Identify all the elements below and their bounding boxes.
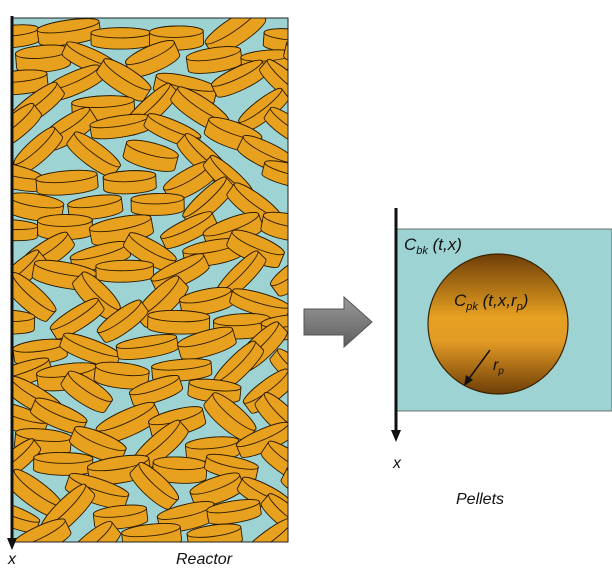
packed-pellet — [130, 193, 185, 216]
packed-pellet — [203, 453, 259, 481]
transition-arrow — [303, 295, 373, 349]
reactor-caption: Reactor — [176, 551, 233, 568]
packed-pellet — [261, 160, 288, 190]
packed-pellet — [96, 299, 149, 343]
packed-pellet — [13, 126, 64, 174]
packed-pellet — [12, 309, 36, 335]
packed-pellet — [60, 370, 113, 413]
packed-pellet — [36, 18, 102, 47]
packed-pellet — [102, 170, 157, 195]
packed-pellet — [238, 87, 288, 132]
packed-pellet — [298, 222, 362, 278]
packed-pellet — [287, 428, 288, 453]
packed-pellets — [12, 18, 362, 567]
packed-pellet — [67, 194, 124, 221]
packed-pellet — [235, 421, 288, 458]
packed-pellet — [12, 192, 65, 222]
pellet-sphere — [427, 253, 569, 395]
packed-pellet — [66, 131, 121, 178]
packed-pellet — [12, 103, 42, 150]
packed-pellet — [287, 374, 288, 409]
packed-pellet — [187, 378, 242, 404]
packed-pellet — [151, 358, 213, 382]
packed-pellet — [35, 169, 99, 196]
packed-pellet — [269, 348, 288, 395]
packed-pellet — [263, 106, 288, 150]
packed-pellet — [283, 40, 288, 72]
packed-pellet — [286, 84, 288, 132]
packed-pellet — [186, 523, 243, 542]
packed-pellet — [287, 506, 350, 567]
packed-pellet — [90, 27, 152, 50]
packed-pellet — [33, 452, 94, 476]
radius-arrow — [464, 349, 491, 386]
packed-pellet — [226, 229, 285, 268]
packed-pellet — [260, 440, 288, 488]
bulk-concentration-label: Cbk (t,x) — [404, 235, 462, 257]
pellet-axis-arrowhead — [391, 430, 401, 442]
packed-pellet — [203, 392, 257, 442]
reactor-axis-label: x — [7, 551, 17, 568]
packed-pellet — [229, 288, 288, 320]
packed-pellet — [270, 253, 288, 297]
packed-pellet — [30, 397, 88, 435]
pellet-concentration-label: Cpk (t,x,rp) — [454, 291, 528, 313]
packed-pellet — [69, 240, 132, 272]
packed-pellet — [254, 392, 288, 443]
packed-pellet — [178, 286, 235, 317]
packed-pellet — [69, 520, 121, 542]
pellet-caption: Pellets — [456, 491, 504, 508]
packed-pellet — [147, 309, 211, 335]
packed-pellet — [95, 259, 155, 283]
reactor-bed — [11, 17, 362, 567]
packed-pellet — [176, 326, 237, 360]
packed-pellet — [280, 466, 288, 510]
packed-pellet — [291, 175, 347, 229]
packed-pellet — [15, 44, 71, 73]
packed-pellet — [122, 139, 179, 172]
packed-pellet — [12, 272, 57, 322]
packed-pellet — [160, 211, 218, 249]
packed-pellet — [93, 361, 150, 390]
packed-pellet — [12, 69, 49, 96]
packed-pellet — [206, 499, 262, 525]
pellet-axis-label: x — [392, 455, 402, 472]
packed-pellet — [260, 493, 288, 538]
packed-pellet — [12, 518, 72, 542]
radius-label: rp — [493, 357, 504, 377]
packed-pellet — [259, 59, 288, 110]
packed-pellet — [289, 130, 357, 183]
packed-pellet — [125, 40, 181, 78]
pellet-detail — [391, 208, 612, 442]
packed-pellet — [121, 523, 183, 542]
packed-pellet — [260, 211, 288, 243]
packed-pellet — [204, 18, 267, 56]
reactor-x-axis — [7, 16, 17, 550]
